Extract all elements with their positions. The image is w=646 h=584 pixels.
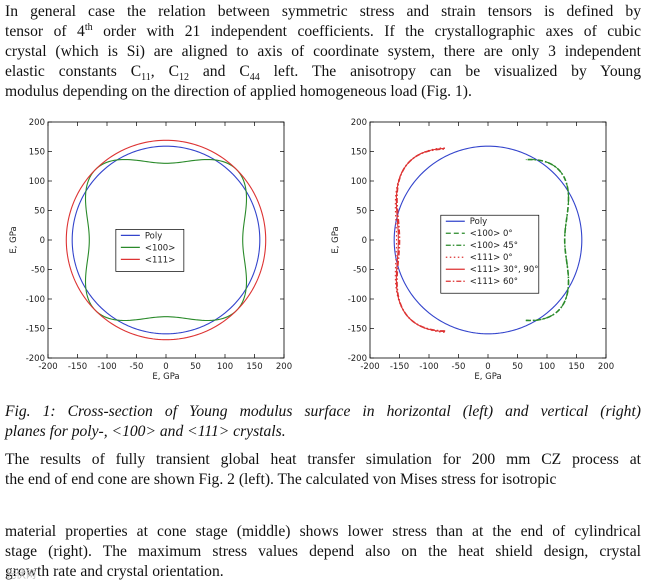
series-line-0 xyxy=(393,145,583,335)
paragraph-line: The results of fully transient global he… xyxy=(5,451,641,468)
y-tick-label: 150 xyxy=(29,148,45,158)
x-axis-label: E, GPa xyxy=(474,372,501,382)
x-tick-label: 0 xyxy=(163,362,168,372)
y-axis-label: E, GPa xyxy=(331,226,341,253)
legend-label: <111> 30°, 90° xyxy=(470,265,539,275)
y-tick-label: 50 xyxy=(34,207,45,217)
figure-caption: Fig. 1: Cross-section of Young modulus s… xyxy=(5,402,641,442)
series-line-2 xyxy=(65,139,267,341)
x-tick-label: 200 xyxy=(276,362,292,372)
y-tick-label: -200 xyxy=(26,354,45,364)
x-tick-label: 100 xyxy=(217,362,233,372)
series-line-2 xyxy=(525,158,570,322)
watermark: 光伏网 xyxy=(6,570,36,581)
paragraph-intro: In general case the relation between sym… xyxy=(5,2,641,102)
x-tick-label: 200 xyxy=(598,362,614,372)
young-modulus-vertical-plot: -200 -150 -100 -50 0 50 100 150 200 -200 -150 -100 -… xyxy=(331,118,614,382)
y-tick-label: 100 xyxy=(29,177,45,187)
legend-box xyxy=(115,229,185,272)
paragraph-line: In general case the relation between sym… xyxy=(5,3,641,20)
x-tick-label: 100 xyxy=(539,362,555,372)
legend-label: Poly xyxy=(470,217,487,227)
y-tick-label: 100 xyxy=(351,177,367,187)
x-tick-label: 150 xyxy=(568,362,584,372)
x-tick-label: 50 xyxy=(190,362,201,372)
y-tick-label: 150 xyxy=(351,148,367,158)
paragraph-results: The results of fully transient global he… xyxy=(5,450,641,490)
x-tick-label: -100 xyxy=(97,362,116,372)
legend-label: Poly xyxy=(145,231,162,241)
legend-label: <111> 60° xyxy=(470,277,518,287)
x-tick-label: -50 xyxy=(130,362,144,372)
x-tick-label: 150 xyxy=(246,362,262,372)
young-modulus-horizontal-plot: -200 -150 -100 -50 0 50 100 150 200 -200 -150 -100 -… xyxy=(9,118,292,382)
y-tick-label: -50 xyxy=(31,266,45,276)
x-tick-label: -50 xyxy=(452,362,466,372)
y-axis-label: E, GPa xyxy=(9,226,19,253)
paragraph-line: tensor of 4th order with 21 independent … xyxy=(5,21,641,40)
y-tick-label: -100 xyxy=(348,295,367,305)
legend: Poly <100> <111> xyxy=(115,229,185,272)
y-tick-label: 0 xyxy=(362,236,367,246)
paragraph-line: material properties at cone stage (middl… xyxy=(5,523,641,540)
legend-label: <100> xyxy=(145,243,175,253)
x-tick-label: -200 xyxy=(38,362,57,372)
y-tick-label: -50 xyxy=(353,266,367,276)
series-line-1 xyxy=(84,158,248,322)
paragraph-line: elastic constants C11, C12 and C44 left.… xyxy=(5,63,642,84)
x-tick-label: -150 xyxy=(68,362,87,372)
paragraph-line: crystal (which is Si) are aligned to axi… xyxy=(5,43,641,60)
y-tick-label: 50 xyxy=(356,207,367,217)
paragraph-line: modulus depending on the direction of ap… xyxy=(5,83,472,100)
x-tick-label: -150 xyxy=(390,362,409,372)
legend-label: <111> xyxy=(145,255,175,265)
y-tick-label: 200 xyxy=(29,118,45,128)
y-tick-label: 0 xyxy=(40,236,45,246)
paragraph-line: growth rate and crystal orientation. xyxy=(5,563,224,580)
series-line-0 xyxy=(71,145,261,335)
paragraph-stress: material properties at cone stage (middl… xyxy=(5,522,641,582)
y-tick-label: 200 xyxy=(351,118,367,128)
legend-label: <111> 0° xyxy=(470,253,513,263)
legend-label: <100> 0° xyxy=(470,229,513,239)
caption-line: Fig. 1: Cross-section of Young modulus s… xyxy=(5,403,641,420)
legend-label: <100> 45° xyxy=(470,241,518,251)
x-tick-label: 50 xyxy=(512,362,523,372)
series-line-5 xyxy=(396,148,446,332)
y-tick-label: -150 xyxy=(26,325,45,335)
series-line-3 xyxy=(394,147,445,333)
legend-box xyxy=(440,214,540,294)
y-tick-label: -200 xyxy=(348,354,367,364)
x-tick-label: -100 xyxy=(419,362,438,372)
legend: Poly <100> 0° <100> 45° <111> 0° <111> 30°, … xyxy=(440,214,540,294)
caption-line: planes for poly-, <100> and <111> crysta… xyxy=(5,423,286,440)
paragraph-line: stage (right). The maximum stress values… xyxy=(5,543,641,560)
x-axis-label: E, GPa xyxy=(152,372,179,382)
x-tick-label: -200 xyxy=(360,362,379,372)
paragraph-line: the end of end cone are shown Fig. 2 (le… xyxy=(5,471,557,488)
x-tick-label: 0 xyxy=(485,362,490,372)
y-tick-label: -150 xyxy=(348,325,367,335)
y-tick-label: -100 xyxy=(26,295,45,305)
